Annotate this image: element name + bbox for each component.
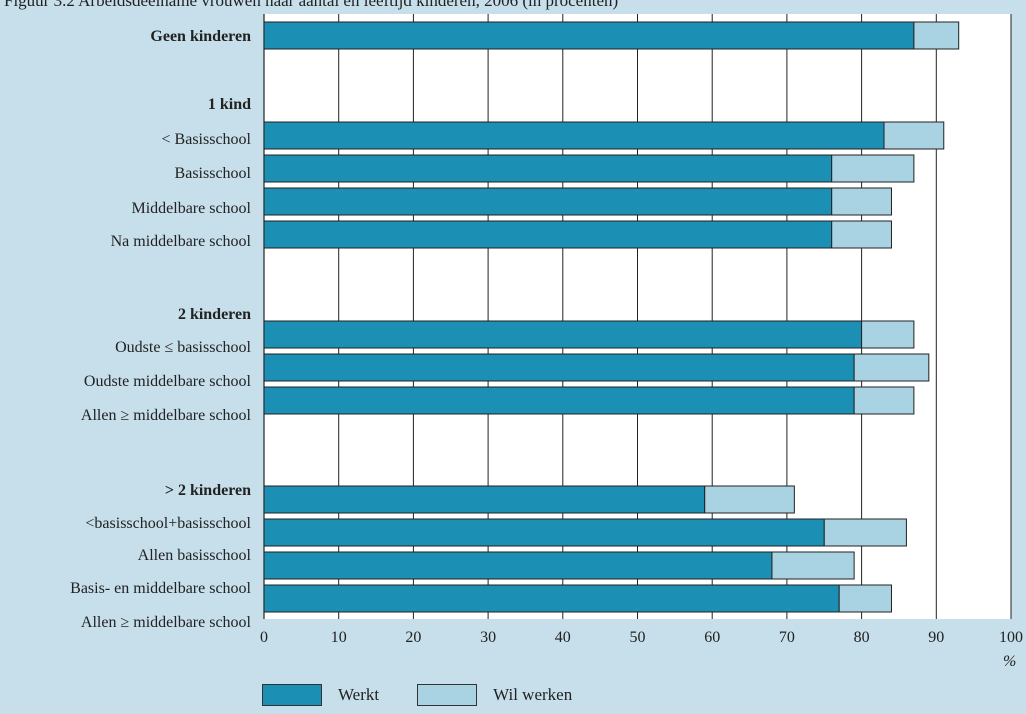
category-label: Na middelbare school [111, 233, 252, 250]
category-label: > 2 kinderen [165, 482, 251, 499]
category-labels: Geen kinderen 1 kind < Basisschool Basissch… [70, 28, 251, 631]
category-label: 2 kinderen [178, 306, 251, 323]
legend-swatch-wil-werken [417, 684, 478, 706]
x-tick-label: 90 [928, 629, 944, 646]
legend-label-wil-werken: Wil werken [493, 685, 573, 704]
bar-wil-werken [853, 353, 930, 382]
legend-item-werkt: Werkt [262, 684, 379, 706]
bar-chart: Geen kinderen 1 kind < Basisschool Basissch… [70, 14, 1023, 670]
x-tick-label: 50 [630, 629, 646, 646]
category-label: Basisschool [175, 165, 252, 182]
bar-werkt [263, 353, 855, 382]
bar-werkt [263, 386, 855, 415]
bar-wil-werken [831, 154, 915, 183]
legend-label-werkt: Werkt [338, 685, 380, 704]
bar-wil-werken [823, 518, 907, 547]
bar-wil-werken [883, 121, 945, 150]
category-label: Allen ≥ middelbare school [81, 407, 252, 424]
category-label: <basisschool+basisschool [85, 515, 251, 532]
bar-werkt [263, 551, 773, 580]
bar-werkt [263, 21, 915, 50]
category-label: Middelbare school [131, 200, 251, 217]
figure-caption: Figuur 3.2 Arbeidsdeelname vrouwen naar … [4, 0, 619, 10]
x-tick-label: 30 [480, 629, 496, 646]
x-tick-label: 70 [779, 629, 795, 646]
category-label: < Basisschool [162, 131, 252, 148]
x-axis-unit: % [1003, 653, 1016, 670]
category-label: Allen basisschool [138, 547, 252, 564]
category-label: 1 kind [208, 96, 251, 113]
gridlines [263, 14, 1012, 619]
bar-wil-werken [704, 485, 795, 514]
bar-werkt [263, 220, 833, 249]
bar-werkt [263, 121, 885, 150]
bar-werkt [263, 187, 833, 216]
bars [263, 21, 960, 613]
category-label: Oudste ≤ basisschool [115, 339, 251, 356]
legend: Werkt Wil werken [262, 682, 610, 708]
x-tick-label: 10 [331, 629, 347, 646]
bar-wil-werken [831, 220, 892, 249]
bar-wil-werken [913, 21, 960, 50]
category-label: Basis- en middelbare school [70, 580, 251, 597]
x-tick-label: 40 [555, 629, 571, 646]
x-tick-label: 60 [704, 629, 720, 646]
x-axis-ticks: 0 10 20 30 40 50 60 70 80 90 100 [260, 629, 1023, 646]
legend-swatch-werkt [262, 684, 322, 706]
legend-item-wil-werken: Wil werken [417, 684, 572, 706]
category-label: Geen kinderen [150, 28, 251, 45]
x-tick-label: 20 [405, 629, 421, 646]
bar-wil-werken [771, 551, 855, 580]
x-tick-label: 0 [260, 629, 268, 646]
bar-wil-werken [838, 584, 892, 613]
bar-wil-werken [861, 320, 915, 349]
bar-werkt [263, 320, 863, 349]
bar-werkt [263, 584, 840, 613]
bar-werkt [263, 154, 833, 183]
bar-wil-werken [831, 187, 892, 216]
category-label: Oudste middelbare school [84, 373, 252, 390]
bar-wil-werken [853, 386, 915, 415]
x-tick-label: 100 [999, 629, 1023, 646]
x-tick-label: 80 [854, 629, 870, 646]
bar-werkt [263, 518, 825, 547]
bar-werkt [263, 485, 706, 514]
category-label: Allen ≥ middelbare school [81, 614, 252, 631]
